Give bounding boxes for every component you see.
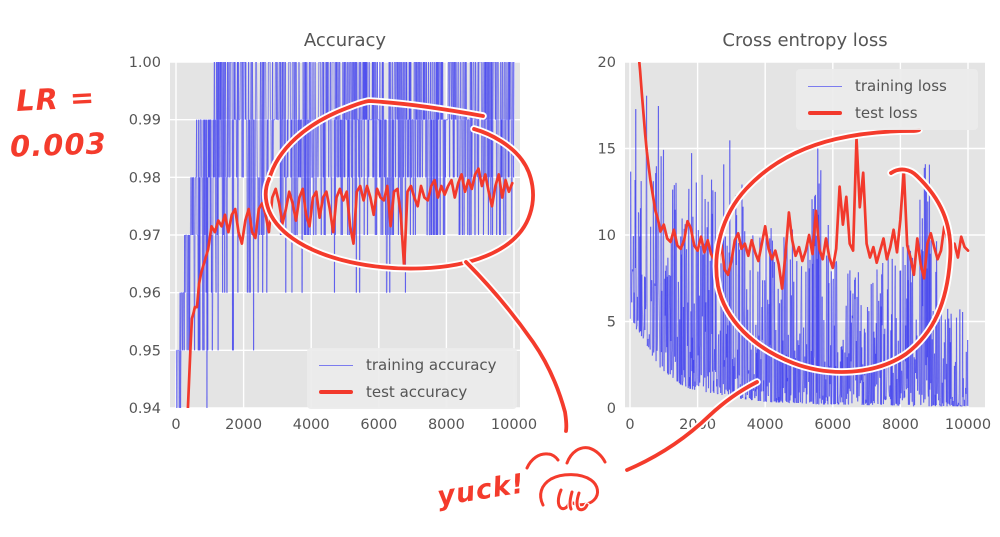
x-tick-label: 8000 bbox=[882, 417, 919, 433]
legend-item-training-loss: training loss bbox=[808, 76, 966, 96]
test-line-swatch bbox=[319, 390, 353, 394]
left-arrow-annotation bbox=[464, 260, 569, 433]
accuracy-chart-title: Accuracy bbox=[303, 30, 387, 51]
lr-note-line2: 0.003 bbox=[9, 126, 108, 164]
x-tick-label: 10000 bbox=[945, 417, 991, 433]
training-line-swatch bbox=[808, 85, 842, 87]
loss-legend: training loss test loss bbox=[796, 69, 978, 130]
legend-label: test loss bbox=[855, 104, 918, 122]
y-tick-label: 0 bbox=[607, 401, 616, 417]
training-accuracy-series bbox=[175, 62, 515, 408]
x-tick-label: 4000 bbox=[293, 417, 330, 433]
legend-item-training-accuracy: training accuracy bbox=[319, 355, 505, 375]
y-tick-label: 20 bbox=[598, 55, 616, 71]
face-doodle-nostril-3 bbox=[575, 491, 589, 512]
face-doodle-left-eyebrow bbox=[525, 452, 560, 470]
y-tick-label: 5 bbox=[607, 315, 616, 331]
loss-chart-title: Cross entropy loss bbox=[722, 30, 888, 51]
ink-annotations bbox=[261, 97, 955, 513]
x-tick-label: 0 bbox=[625, 417, 634, 433]
y-tick-label: 0.96 bbox=[129, 286, 161, 302]
x-tick-label: 0 bbox=[171, 417, 180, 433]
y-tick-label: 10 bbox=[598, 228, 616, 244]
face-doodle-nostril-2 bbox=[568, 490, 574, 511]
right-circle-annotation bbox=[714, 128, 953, 374]
y-tick-label: 15 bbox=[598, 142, 616, 158]
x-tick-label: 6000 bbox=[814, 417, 851, 433]
test-line-swatch bbox=[808, 111, 842, 115]
right-arrow-annotation bbox=[625, 380, 759, 472]
y-tick-label: 1.00 bbox=[129, 55, 161, 71]
legend-item-test-accuracy: test accuracy bbox=[319, 382, 505, 402]
accuracy-legend: training accuracy test accuracy bbox=[307, 348, 517, 409]
legend-label: test accuracy bbox=[366, 383, 468, 401]
x-tick-label: 4000 bbox=[747, 417, 784, 433]
test-accuracy-series bbox=[186, 167, 514, 408]
x-tick-label: 10000 bbox=[491, 417, 537, 433]
x-tick-label: 8000 bbox=[428, 417, 465, 433]
test-loss-series bbox=[637, 62, 970, 290]
left-circle-annotation-top-arc bbox=[267, 99, 485, 182]
y-tick-label: 0.94 bbox=[129, 401, 161, 417]
y-tick-label: 0.99 bbox=[129, 113, 161, 129]
lr-note-line1: LR = bbox=[15, 79, 97, 119]
legend-label: training loss bbox=[855, 77, 947, 95]
y-tick-label: 0.98 bbox=[129, 170, 161, 186]
legend-item-test-loss: test loss bbox=[808, 103, 966, 123]
y-tick-label: 0.95 bbox=[129, 343, 161, 359]
x-tick-label: 6000 bbox=[360, 417, 397, 433]
training-line-swatch bbox=[319, 364, 353, 366]
legend-label: training accuracy bbox=[366, 356, 497, 374]
accuracy-chart: 0 2000 4000 6000 8000 10000 0.94 0.95 0.96 0.97 0.… bbox=[129, 55, 537, 433]
y-tick-label: 0.97 bbox=[129, 228, 161, 244]
face-doodle-right-eyebrow bbox=[565, 446, 607, 465]
x-tick-label: 2000 bbox=[225, 417, 262, 433]
